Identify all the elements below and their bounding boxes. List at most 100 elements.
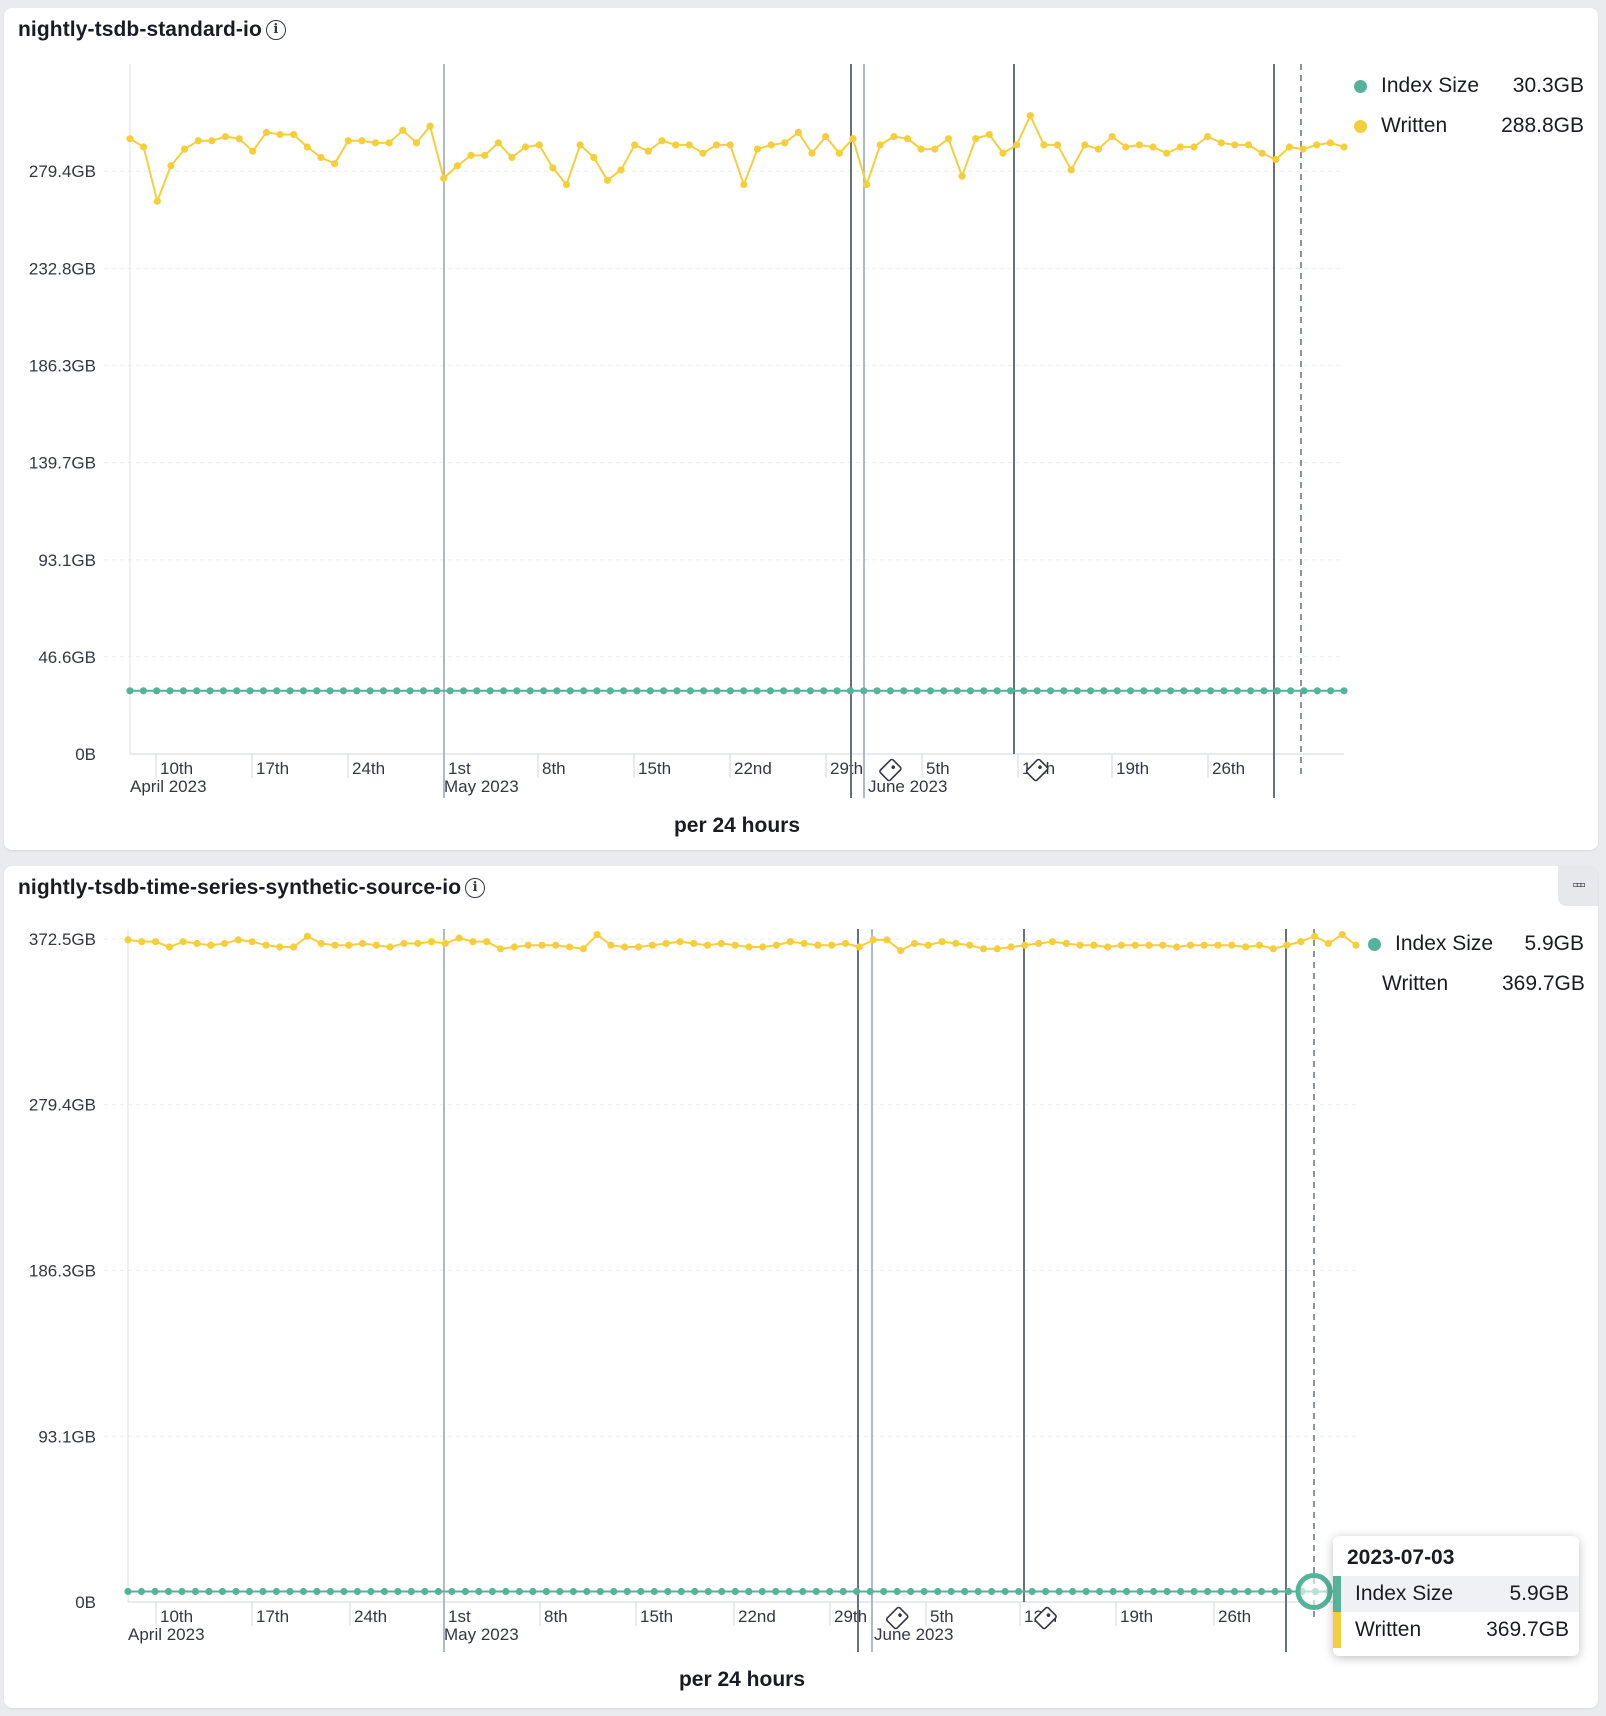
data-point: [650, 1587, 658, 1596]
y-tick-label: 139.7GB: [29, 454, 96, 473]
data-point: [607, 941, 615, 949]
legend-item-written[interactable]: Written 369.7GB: [1382, 972, 1585, 995]
data-point: [299, 687, 308, 695]
data-point: [400, 939, 408, 948]
data-point: [1090, 941, 1098, 949]
data-point: [1272, 155, 1280, 164]
data-point: [249, 147, 257, 155]
data-point: [299, 1587, 308, 1596]
data-point: [313, 1587, 321, 1596]
data-point: [1217, 139, 1225, 147]
data-point: [326, 687, 334, 695]
data-point: [1324, 939, 1333, 948]
data-point: [538, 941, 546, 949]
tooltip-date: 2023-07-03: [1347, 1546, 1455, 1569]
data-point: [691, 1587, 699, 1596]
info-icon[interactable]: i: [465, 878, 486, 898]
info-icon[interactable]: i: [265, 20, 286, 40]
data-point: [234, 936, 242, 944]
data-point: [426, 122, 434, 130]
data-point: [1015, 1587, 1023, 1596]
data-point: [704, 1587, 712, 1596]
data-point: [272, 1587, 281, 1596]
x-tick-label: 17th: [256, 1607, 289, 1626]
legend-item-index-size[interactable]: Index Size 5.9GB: [1368, 924, 1584, 964]
data-point: [947, 1587, 955, 1596]
data-point: [855, 943, 863, 951]
panel-options-menu-icon[interactable]: ▫▫▫: [1558, 866, 1598, 906]
data-point: [221, 132, 230, 141]
data-point: [897, 946, 905, 955]
data-point: [1193, 687, 1201, 695]
data-point: [371, 139, 380, 147]
annotation-tag-icon: [1034, 1606, 1057, 1630]
data-point: [1135, 141, 1143, 149]
data-point: [972, 135, 980, 143]
data-point: [974, 1587, 982, 1596]
data-point: [1190, 1587, 1198, 1596]
data-point: [433, 687, 441, 695]
chart-tooltip: 2023-07-03 Index Size 5.9GB Written 369.…: [1333, 1536, 1579, 1656]
data-point: [1220, 687, 1228, 695]
data-point: [140, 143, 148, 151]
data-point: [191, 1587, 200, 1596]
x-tick-label: 5th: [930, 1607, 954, 1626]
data-point: [461, 1587, 469, 1596]
data-point: [644, 147, 652, 155]
data-point: [758, 1587, 766, 1596]
annotation-tag-icon: [879, 758, 902, 782]
data-point: [822, 132, 830, 141]
data-point: [579, 687, 588, 695]
data-point: [1086, 687, 1095, 695]
data-point: [494, 139, 502, 147]
data-point: [658, 137, 666, 145]
x-tick-label: 19th: [1116, 759, 1149, 778]
legend-item-written[interactable]: Written 288.8GB: [1354, 106, 1584, 146]
data-point: [812, 1587, 820, 1596]
data-point: [1186, 941, 1195, 949]
data-point: [793, 687, 801, 695]
chart-synthetic-source-io[interactable]: 0B 93.1GB 186.3GB 279.4GB 372.5GB 10th 17th 24t…: [4, 866, 1598, 1708]
data-point: [846, 687, 854, 695]
data-point: [713, 687, 721, 695]
data-point: [1214, 941, 1222, 949]
data-point: [931, 145, 939, 153]
x-tick-label: 5th: [926, 759, 950, 778]
data-point: [1327, 687, 1335, 695]
data-point: [510, 943, 518, 951]
data-point: [1055, 1587, 1063, 1596]
data-point: [1313, 687, 1321, 695]
data-point: [427, 938, 436, 946]
data-point: [806, 687, 814, 695]
data-point: [924, 941, 932, 949]
data-point: [1067, 166, 1075, 174]
data-point: [966, 687, 975, 695]
data-point: [1283, 941, 1291, 949]
data-point: [569, 1587, 577, 1596]
data-point: [207, 941, 215, 949]
data-point: [1180, 687, 1188, 695]
data-point: [394, 1587, 402, 1596]
data-point: [246, 687, 254, 695]
data-point: [910, 939, 919, 948]
data-point: [672, 141, 680, 149]
data-point: [958, 172, 966, 180]
data-point: [1284, 1587, 1293, 1596]
y-tick-label: 46.6GB: [38, 648, 96, 667]
data-point: [556, 1587, 564, 1596]
legend-item-index-size[interactable]: Index Size 30.3GB: [1354, 66, 1584, 106]
data-point: [542, 1587, 550, 1596]
x-tick-label: 8th: [544, 1607, 568, 1626]
data-point: [1048, 938, 1057, 946]
x-month-label: June 2023: [868, 777, 947, 796]
y-tick-label: 0B: [75, 745, 96, 764]
data-point: [232, 1587, 240, 1596]
data-point: [593, 930, 601, 939]
data-point: [1255, 941, 1264, 949]
data-point: [938, 938, 946, 946]
chart-standard-io[interactable]: 0B 46.6GB 93.1GB 139.7GB 186.3GB 232.8GB 279.4…: [4, 8, 1598, 850]
data-point: [262, 128, 271, 137]
data-point: [1149, 1587, 1158, 1596]
data-point: [835, 149, 843, 157]
data-point: [233, 687, 241, 695]
